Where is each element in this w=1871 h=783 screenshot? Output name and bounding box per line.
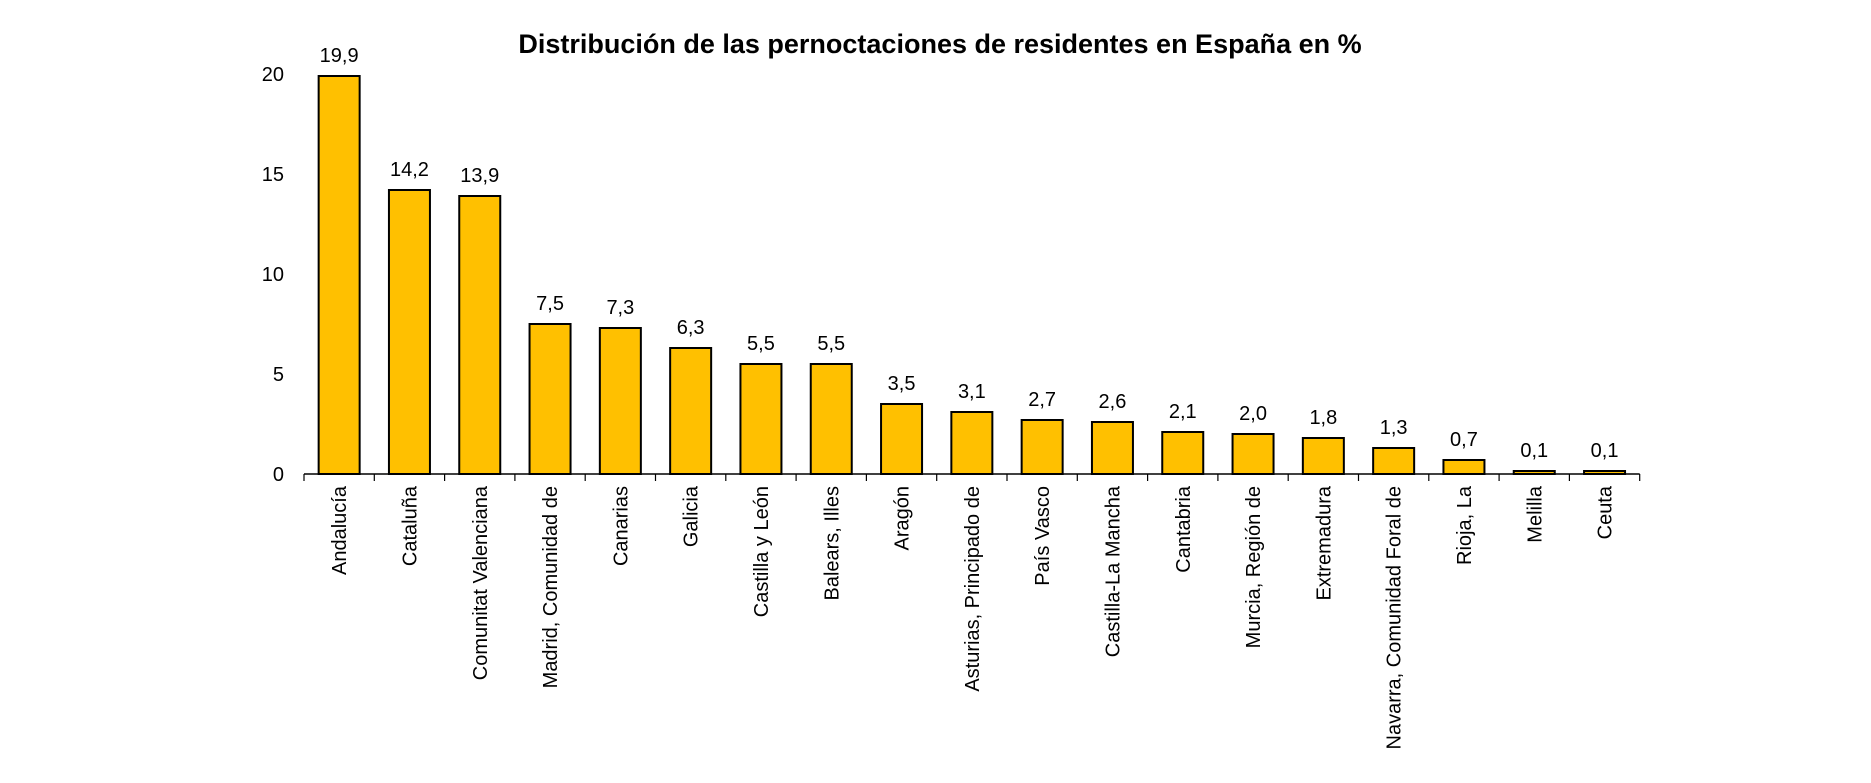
x-tick-label: Cantabria [1173,485,1195,573]
bar [458,195,502,475]
data-label: 2,1 [1169,401,1197,423]
y-tick-label: 10 [262,264,284,286]
data-label: 19,9 [320,45,359,67]
data-label: 7,5 [536,293,564,315]
bar [1301,437,1345,475]
data-label: 7,3 [606,297,634,319]
bar [1090,421,1134,475]
x-tick-label: Extremadura [1313,485,1335,600]
x-tick-label: Rioja, La [1454,485,1476,565]
y-tick-label: 20 [262,64,284,86]
category-labels: Andalucía Cataluña Comunitat Valenciana Mad… [329,485,1616,749]
bar-series [317,75,1627,475]
bar [598,327,642,475]
data-label: 1,8 [1309,407,1337,429]
x-tick-label: Madrid, Comunidad de [540,486,562,688]
data-label: 0,1 [1520,440,1548,462]
x-tick-label: Ceuta [1595,485,1617,539]
chart-title: Distribución de las pernoctaciones de re… [518,29,1361,59]
x-axis-ticks [303,474,1641,481]
bar [669,347,713,475]
data-label: 2,6 [1099,391,1127,413]
y-tick-label: 15 [262,164,284,186]
x-tick-label: Aragón [892,486,914,551]
bar [739,363,783,475]
x-tick-label: Navarra, Comunidad Foral de [1384,486,1406,749]
x-tick-label: Canarias [610,486,632,566]
bar [1161,431,1205,475]
x-tick-label: Andalucía [329,485,351,575]
data-label: 6,3 [677,317,705,339]
value-labels: 19,9 14,2 13,9 7,5 7,3 6,3 5,5 5,5 3,5 3,1 2,7 2,6 2… [320,45,1619,462]
y-tick-label: 0 [273,464,284,486]
data-label: 2,0 [1239,403,1267,425]
x-tick-label: Comunitat Valenciana [470,485,492,680]
x-tick-label: Castilla-La Mancha [1102,485,1124,657]
data-label: 5,5 [747,333,775,355]
bar [809,363,853,475]
bar [880,403,924,475]
y-tick-label: 5 [273,364,284,386]
x-tick-label: Balears, Illes [821,486,843,601]
data-label: 1,3 [1380,417,1408,439]
data-label: 5,5 [817,333,845,355]
data-label: 14,2 [390,159,429,181]
bar [950,411,994,475]
bar [528,323,572,475]
x-tick-label: Galicia [681,485,703,547]
data-label: 0,1 [1591,440,1619,462]
bar [387,189,431,475]
x-tick-label: Castilla y León [751,486,773,617]
y-axis: 0 5 10 15 20 [262,64,284,486]
x-tick-label: Asturias, Principado de [962,486,984,692]
bar [317,75,361,475]
bar [1372,447,1416,475]
x-tick-label: País Vasco [1032,486,1054,586]
x-tick-label: Murcia, Región de [1243,486,1265,648]
x-tick-label: Melilla [1524,485,1546,543]
bar [1231,433,1275,475]
data-label: 3,5 [888,373,916,395]
data-label: 13,9 [460,165,499,187]
data-label: 0,7 [1450,429,1478,451]
bar [1020,419,1064,475]
data-label: 2,7 [1028,389,1056,411]
data-label: 3,1 [958,381,986,403]
x-tick-label: Cataluña [399,485,421,566]
bar [1442,459,1486,475]
